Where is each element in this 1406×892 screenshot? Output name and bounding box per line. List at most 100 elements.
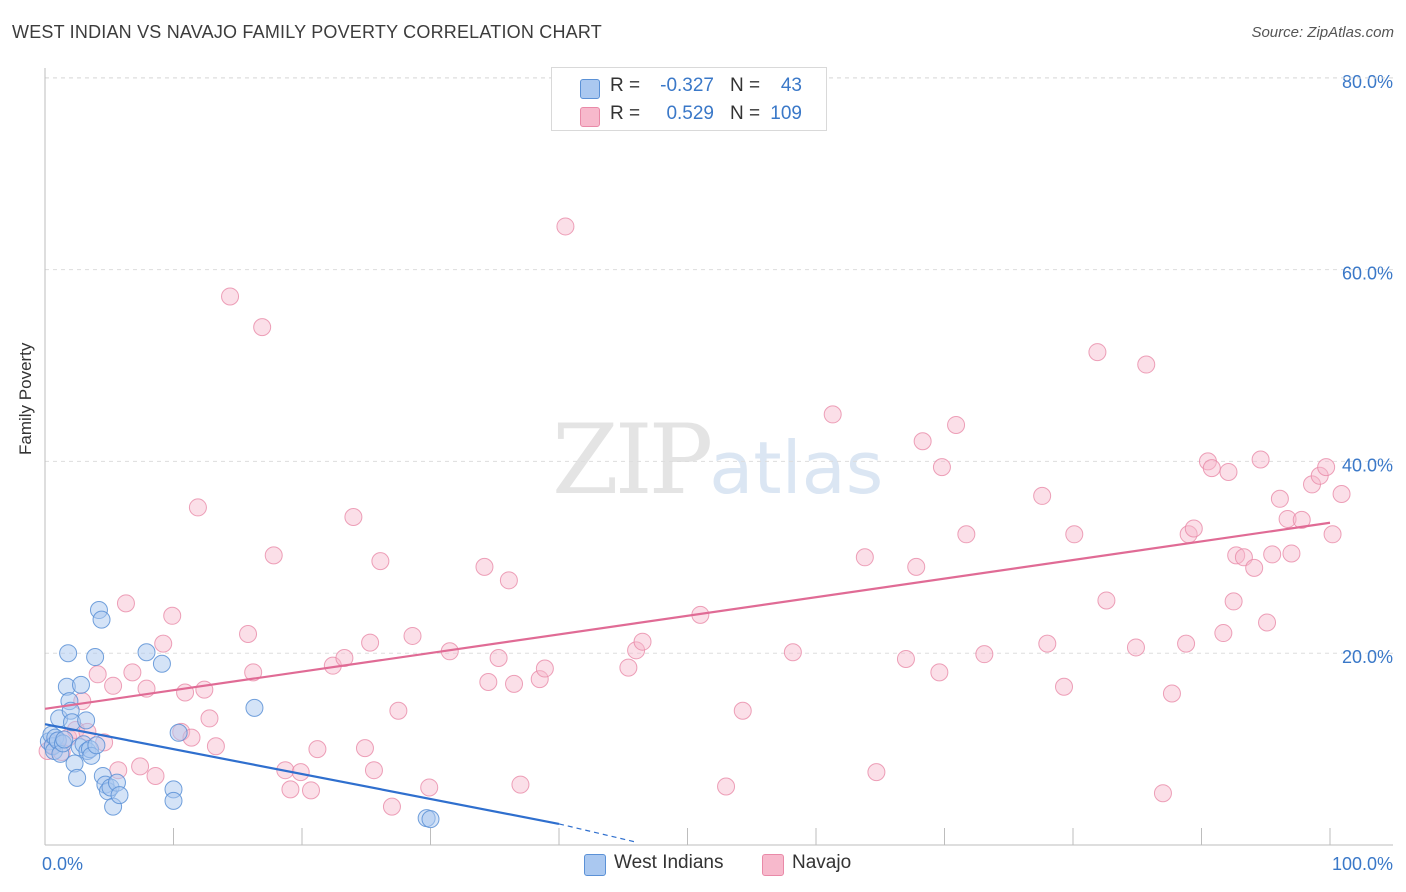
navajo-point [244, 663, 263, 682]
navajo-point [146, 766, 165, 785]
navajo-point [1038, 634, 1057, 653]
legend-row-west-indians: R = -0.327 N = 43 [552, 72, 826, 102]
navajo-point [975, 645, 994, 664]
navajo-point [308, 740, 327, 759]
legend-n-label: N = [730, 103, 761, 124]
stats-legend: R = -0.327 N = 43 R = 0.529 N = 109 [551, 67, 827, 131]
navajo-point [783, 643, 802, 662]
navajo-point [556, 217, 575, 236]
navajo-point [239, 625, 258, 644]
navajo-point [154, 634, 173, 653]
navajo-trendline [44, 521, 1331, 710]
navajo-point [361, 633, 380, 652]
west-indians-point [77, 711, 96, 730]
navajo-point [364, 761, 383, 780]
chart-title: WEST INDIAN VS NAVAJO FAMILY POVERTY COR… [12, 22, 602, 42]
navajo-point [188, 498, 207, 517]
navajo-point [420, 778, 439, 797]
west-indians-point [245, 698, 264, 717]
navajo-point [1162, 684, 1181, 703]
west-indians-point [87, 736, 106, 755]
navajo-point [867, 763, 886, 782]
navajo-point [475, 557, 494, 576]
navajo-point [932, 458, 951, 477]
navajo-point [1033, 486, 1052, 505]
navajo-point [1323, 525, 1342, 544]
west-indians-point [92, 610, 111, 629]
navajo-point [1332, 485, 1351, 504]
y-tick-label: 60.0% [1342, 264, 1393, 284]
navajo-point [947, 415, 966, 434]
legend-r-label: R = [610, 75, 641, 96]
west-indians-trendline [44, 723, 560, 825]
x-tick-label: 100.0% [1332, 854, 1393, 874]
navajo-point [116, 594, 135, 613]
navajo-point [1258, 613, 1277, 632]
navajo-point [371, 552, 390, 571]
navajo-point [1219, 462, 1238, 481]
navajo-point [489, 648, 508, 667]
navajo-point [1292, 510, 1311, 529]
y-tick-label: 80.0% [1342, 72, 1393, 92]
navajo-point [1088, 343, 1107, 362]
navajo-point [344, 508, 363, 527]
west-indians-point [59, 644, 78, 663]
legend-n-value: 109 [770, 103, 802, 124]
navajo-point [403, 626, 422, 645]
west-indians-point [110, 786, 129, 805]
navajo-point [1317, 458, 1336, 477]
west-indians-point [421, 810, 440, 829]
navajo-point [505, 674, 524, 693]
navajo-point [389, 701, 408, 720]
legend-swatch-navajo [762, 854, 784, 876]
y-tick-label: 20.0% [1342, 647, 1393, 667]
legend-swatch-west-indians [584, 854, 606, 876]
navajo-point [913, 432, 932, 451]
navajo-point [733, 701, 752, 720]
legend-label-west-indians: West Indians [614, 852, 724, 873]
navajo-point [382, 797, 401, 816]
navajo-point [176, 683, 195, 702]
navajo-point [264, 546, 283, 565]
navajo-point [930, 663, 949, 682]
navajo-point [1224, 592, 1243, 611]
navajo-point [163, 606, 182, 625]
navajo-point [281, 780, 300, 799]
y-axis-label: Family Poverty [16, 342, 35, 455]
west-indians-point [137, 643, 156, 662]
legend-row-navajo: R = 0.529 N = 109 [552, 100, 826, 130]
legend-swatch-west-indians [580, 79, 600, 99]
west-indians-point [86, 648, 105, 667]
watermark-zip: ZIP [552, 404, 713, 516]
navajo-point [355, 739, 374, 758]
navajo-point [1270, 489, 1289, 508]
navajo-point [535, 659, 554, 678]
navajo-point [1282, 544, 1301, 563]
navajo-point [1126, 638, 1145, 657]
west-indians-trendline-extension [558, 823, 637, 843]
legend-r-value: -0.327 [660, 75, 714, 96]
navajo-point [499, 571, 518, 590]
x-tick-label: 0.0% [42, 854, 83, 874]
navajo-point [1065, 525, 1084, 544]
navajo-point [823, 405, 842, 424]
series-legend: West Indians Navajo [0, 852, 1406, 878]
west-indians-point [71, 675, 90, 694]
navajo-point [221, 287, 240, 306]
navajo-point [206, 737, 225, 756]
west-indians-point [68, 768, 87, 787]
navajo-point [855, 548, 874, 567]
navajo-point [1245, 558, 1264, 577]
navajo-point [88, 665, 107, 684]
navajo-point [619, 658, 638, 677]
navajo-point [131, 757, 150, 776]
navajo-point [1278, 509, 1297, 528]
legend-n-value: 43 [780, 75, 802, 96]
west-indians-point [164, 791, 183, 810]
navajo-point [1214, 624, 1233, 643]
navajo-point [957, 525, 976, 544]
navajo-point [301, 781, 320, 800]
legend-r-value: 0.529 [666, 103, 714, 124]
navajo-point [511, 775, 530, 794]
